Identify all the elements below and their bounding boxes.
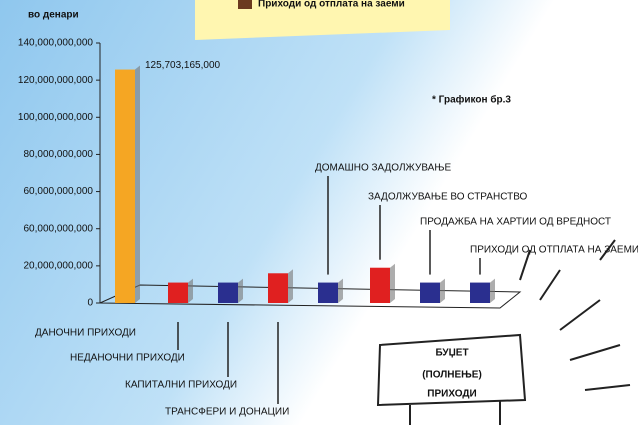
bar bbox=[470, 282, 490, 303]
y-tick-label: 140,000,000,000 bbox=[18, 38, 94, 49]
bar-side bbox=[288, 269, 293, 303]
bar-side bbox=[490, 278, 495, 303]
bar-side bbox=[238, 278, 243, 303]
y-tick-label: 60,000,000,000 bbox=[23, 223, 93, 234]
category-label: КАПИТАЛНИ ПРИХОДИ bbox=[125, 380, 237, 391]
chart-title: * Графикон бр.3 bbox=[432, 94, 511, 106]
cartoon bbox=[376, 239, 631, 425]
legend-swatch bbox=[238, 0, 252, 9]
category-label: ПРОДАЖБА НА ХАРТИИ ОД ВРЕДНОСТ bbox=[420, 217, 611, 228]
bar-side bbox=[390, 263, 395, 303]
bar-side bbox=[338, 278, 343, 303]
category-label: ЗАДОЛЖУВАЊЕ ВО СТРАНСТВО bbox=[368, 192, 528, 203]
y-tick-label: 80,000,000,000 bbox=[23, 149, 93, 160]
y-tick-label: 120,000,000,000 bbox=[18, 75, 94, 86]
y-tick-label: 60,000,000,000 bbox=[23, 186, 93, 197]
bar-side bbox=[188, 278, 193, 303]
bar bbox=[115, 69, 135, 303]
y-tick-label: 100,000,000,000 bbox=[18, 112, 94, 123]
bar bbox=[168, 282, 188, 303]
bar-side bbox=[440, 278, 445, 303]
bar bbox=[218, 282, 238, 303]
y-tick-label: 0 bbox=[87, 298, 93, 309]
category-label: ДАНОЧНИ ПРИХОДИ bbox=[35, 328, 136, 339]
category-label: ДОМАШНО ЗАДОЛЖУВАЊЕ bbox=[315, 163, 451, 174]
bar-side bbox=[135, 65, 140, 303]
value-label: 125,703,165,000 bbox=[145, 60, 221, 71]
cartoon-title: БУЏЕТ bbox=[435, 348, 468, 359]
category-label: ПРИХОДИ ОД ОТПЛАТА НА ЗАЕМИ bbox=[470, 245, 638, 256]
category-label: НЕДАНОЧНИ ПРИХОДИ bbox=[70, 353, 185, 364]
cartoon-subtitle: (ПОЛНЕЊЕ) bbox=[422, 370, 482, 381]
y-axis-label: во денари bbox=[28, 10, 79, 21]
cartoon-text: ПРИХОДИ bbox=[427, 389, 476, 400]
bar bbox=[420, 282, 440, 303]
bar bbox=[268, 273, 288, 303]
legend-box bbox=[195, 0, 450, 40]
category-label: ТРАНСФЕРИ И ДОНАЦИИ bbox=[165, 407, 289, 418]
bar bbox=[318, 282, 338, 303]
y-tick-label: 20,000,000,000 bbox=[23, 260, 93, 271]
bar bbox=[370, 267, 390, 303]
legend-label: Приходи од отплата на заеми bbox=[258, 0, 405, 10]
